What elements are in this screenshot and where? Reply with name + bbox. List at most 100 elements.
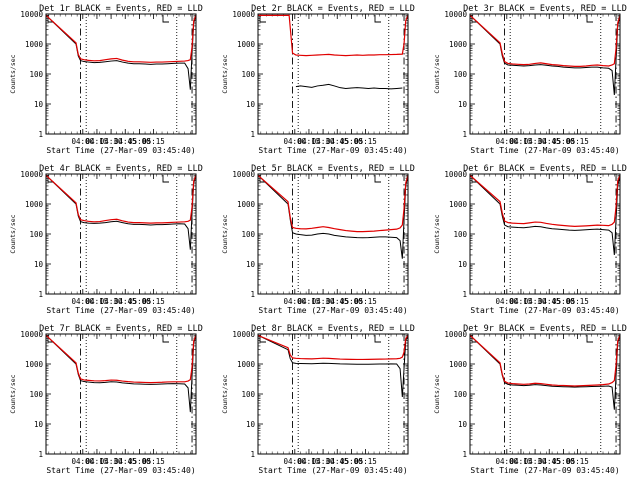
x-tick-label: 04:00 [284, 297, 307, 306]
x-tick-label: 04:00 [284, 137, 307, 146]
y-axis-label: Counts/sec [433, 374, 441, 413]
x-tick-label: 04:15 [86, 137, 109, 146]
y-axis-label: Counts/sec [433, 54, 441, 93]
chart-title: Det 6r BLACK = Events, RED = LLD [463, 164, 627, 174]
chart-title: Det 9r BLACK = Events, RED = LLD [463, 324, 627, 334]
x-tick-label: 05:00 [552, 297, 575, 306]
start-bracket-marker [259, 335, 266, 343]
y-axis-label: Counts/sec [9, 54, 17, 93]
x-tick-label: 04:00 [72, 457, 95, 466]
chart-panel-4: Det 4r BLACK = Events, RED = LLD 1 10 100 10… [9, 164, 203, 315]
end-bracket-marker [162, 335, 169, 343]
y-tick-label: 10000 [444, 330, 467, 339]
x-tick-label: 04:30 [312, 137, 335, 146]
x-tick-label: 04:30 [100, 457, 123, 466]
y-tick-label: 10 [458, 420, 468, 429]
chart-title: Det 1r BLACK = Events, RED = LLD [39, 4, 203, 14]
y-tick-label: 100 [29, 70, 43, 79]
x-tick-label: 04:00 [496, 297, 519, 306]
chart-panel-1: Det 1r BLACK = Events, RED = LLD 1 10 100 10… [9, 4, 203, 155]
x-tick-label: 04:15 [86, 457, 109, 466]
y-tick-label: 10 [246, 100, 256, 109]
x-tick-label: 05:15 [566, 457, 589, 466]
x-tick-label: 04:45 [538, 457, 561, 466]
plot-frame [45, 13, 197, 135]
plot-area [470, 174, 620, 256]
x-tick-label: 04:30 [100, 297, 123, 306]
y-tick-label: 1 [250, 130, 255, 139]
series-line-lld [258, 14, 408, 57]
y-tick-label: 10000 [20, 10, 43, 19]
x-tick-label: 04:30 [100, 137, 123, 146]
y-tick-label: 1000 [25, 360, 44, 369]
x-tick-label: 05:15 [354, 457, 377, 466]
y-axis-label: Counts/sec [221, 54, 229, 93]
x-tick-label: 05:15 [566, 297, 589, 306]
x-tick-label: 04:15 [510, 297, 533, 306]
x-axis-label: Start Time (27-Mar-09 03:45:40) [46, 306, 195, 315]
end-bracket-marker [586, 335, 593, 343]
x-tick-label: 04:45 [538, 137, 561, 146]
plot-area [258, 14, 408, 90]
y-tick-label: 1000 [449, 40, 468, 49]
y-tick-label: 1 [38, 130, 43, 139]
y-tick-label: 10 [34, 100, 44, 109]
series-line-events [470, 175, 620, 256]
x-axis-label: Start Time (27-Mar-09 03:45:40) [470, 466, 619, 475]
chart-panel-9: Det 9r BLACK = Events, RED = LLD 1 10 100 10… [433, 324, 627, 475]
y-axis-label: Counts/sec [9, 214, 17, 253]
series-line-events [470, 335, 620, 410]
y-tick-label: 100 [453, 70, 467, 79]
x-tick-label: 04:30 [312, 297, 335, 306]
x-tick-label: 04:15 [510, 137, 533, 146]
end-bracket-marker [374, 335, 381, 343]
y-tick-label: 100 [29, 230, 43, 239]
y-tick-label: 10000 [20, 330, 43, 339]
x-tick-label: 04:15 [298, 137, 321, 146]
y-axis-label: Counts/sec [221, 374, 229, 413]
y-tick-label: 1000 [25, 40, 44, 49]
chart-panel-2: Det 2r BLACK = Events, RED = LLD 1 10 100 10… [221, 4, 415, 155]
series-line-events [258, 334, 408, 397]
end-bracket-marker [374, 15, 381, 23]
plot-frame [469, 13, 621, 135]
y-tick-label: 10 [246, 260, 256, 269]
y-tick-label: 100 [241, 70, 255, 79]
series-line-events [46, 175, 196, 250]
plot-frame [469, 173, 621, 295]
x-tick-label: 05:15 [142, 297, 165, 306]
x-tick-label: 04:00 [72, 297, 95, 306]
x-tick-label: 05:15 [142, 137, 165, 146]
plot-frame [257, 13, 409, 135]
series-line-lld [470, 334, 620, 387]
series-line-lld [258, 334, 408, 361]
x-tick-label: 04:45 [114, 137, 137, 146]
plot-area [46, 174, 196, 250]
x-tick-label: 04:30 [524, 137, 547, 146]
chart-title: Det 5r BLACK = Events, RED = LLD [251, 164, 415, 174]
y-axis-label: Counts/sec [9, 374, 17, 413]
x-tick-label: 05:00 [128, 137, 151, 146]
y-tick-label: 1 [462, 130, 467, 139]
chart-title: Det 4r BLACK = Events, RED = LLD [39, 164, 203, 174]
y-tick-label: 10 [458, 260, 468, 269]
chart-panel-8: Det 8r BLACK = Events, RED = LLD 1 10 100 10… [221, 324, 415, 475]
x-tick-label: 05:00 [340, 457, 363, 466]
x-axis-label: Start Time (27-Mar-09 03:45:40) [258, 146, 407, 155]
chart-title: Det 8r BLACK = Events, RED = LLD [251, 324, 415, 334]
series-line-events [470, 15, 620, 96]
x-tick-label: 05:15 [354, 137, 377, 146]
x-tick-label: 04:45 [326, 457, 349, 466]
plot-frame [257, 333, 409, 455]
y-tick-label: 1000 [237, 40, 256, 49]
plot-frame [257, 173, 409, 295]
chart-panel-5: Det 5r BLACK = Events, RED = LLD 1 10 100 10… [221, 164, 415, 315]
plot-frame [469, 333, 621, 455]
x-axis-label: Start Time (27-Mar-09 03:45:40) [470, 146, 619, 155]
x-tick-label: 05:00 [552, 137, 575, 146]
x-tick-label: 04:15 [86, 297, 109, 306]
series-line-lld [258, 174, 408, 233]
y-tick-label: 100 [241, 230, 255, 239]
